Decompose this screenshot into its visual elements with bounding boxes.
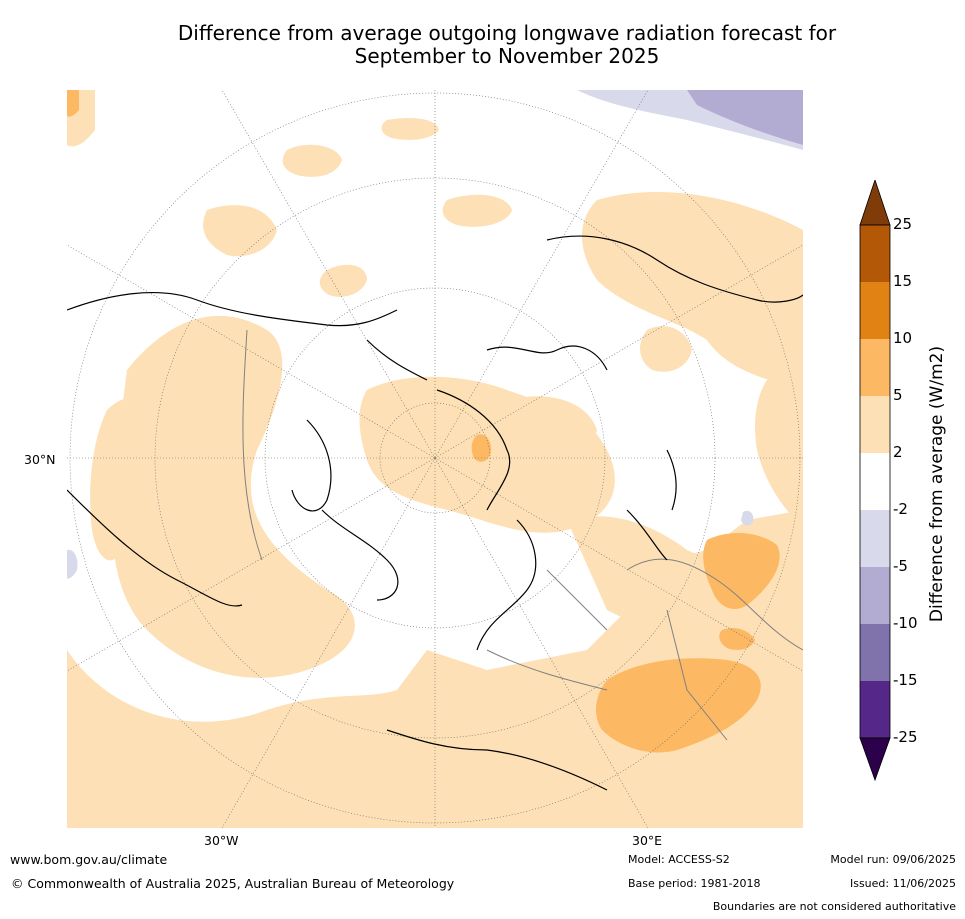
anomaly-5-10 xyxy=(67,90,780,753)
colorbar-level-label: 15 xyxy=(893,272,913,290)
colorbar-band-1 xyxy=(860,282,890,339)
colorbar-band-7 xyxy=(860,624,890,681)
country-borders xyxy=(242,329,803,741)
website-link[interactable]: www.bom.gov.au/climate xyxy=(10,852,168,867)
colorbar-level-label: 2 xyxy=(893,443,903,461)
colorbar xyxy=(859,180,891,782)
model-run-date: Model run: 09/06/2025 xyxy=(830,853,956,866)
boundary-disclaimer: Boundaries are not considered authoritat… xyxy=(712,900,956,913)
lon-label-30e: 30°E xyxy=(632,833,663,848)
colorbar-band-3 xyxy=(860,396,890,453)
issued-date: Issued: 11/06/2025 xyxy=(849,877,956,890)
colorbar-level-label: -10 xyxy=(893,614,918,632)
colorbar-level-label: 5 xyxy=(893,386,903,404)
colorbar-band-5 xyxy=(860,510,890,567)
colorbar-outline xyxy=(859,224,891,739)
colorbar-level-label: -5 xyxy=(893,557,908,575)
map-title-line-1: Difference from average outgoing longwav… xyxy=(177,21,837,45)
graticule xyxy=(67,90,803,828)
anomaly-neg-5-10 xyxy=(687,90,803,145)
lon-label-30w: 30°W xyxy=(204,833,239,848)
lat-label-30n: 30°N xyxy=(24,452,56,467)
colorbar-level-label: -2 xyxy=(893,500,908,518)
colorbar-level-label: -25 xyxy=(893,728,918,746)
colorbar-bottom-arrow xyxy=(859,737,891,782)
colorbar-title: Difference from average (W/m2) xyxy=(927,345,947,623)
colorbar-level-label: 25 xyxy=(893,215,913,233)
colorbar-band-6 xyxy=(860,567,890,624)
colorbar-band-4 xyxy=(860,453,890,510)
colorbar-band-8 xyxy=(860,681,890,738)
map-title-line-2: September to November 2025 xyxy=(354,44,660,68)
coastlines xyxy=(67,235,803,791)
colorbar-level-label: -15 xyxy=(893,671,918,689)
colorbar-level-label: 10 xyxy=(893,329,913,347)
colorbar-band-0 xyxy=(860,225,890,282)
colorbar-top-arrow xyxy=(859,180,891,226)
base-period: Base period: 1981-2018 xyxy=(628,877,761,890)
copyright-text: © Commonwealth of Australia 2025, Austra… xyxy=(11,876,455,891)
model-name: Model: ACCESS-S2 xyxy=(628,853,730,866)
polar-map xyxy=(67,90,803,828)
colorbar-band-2 xyxy=(860,339,890,396)
